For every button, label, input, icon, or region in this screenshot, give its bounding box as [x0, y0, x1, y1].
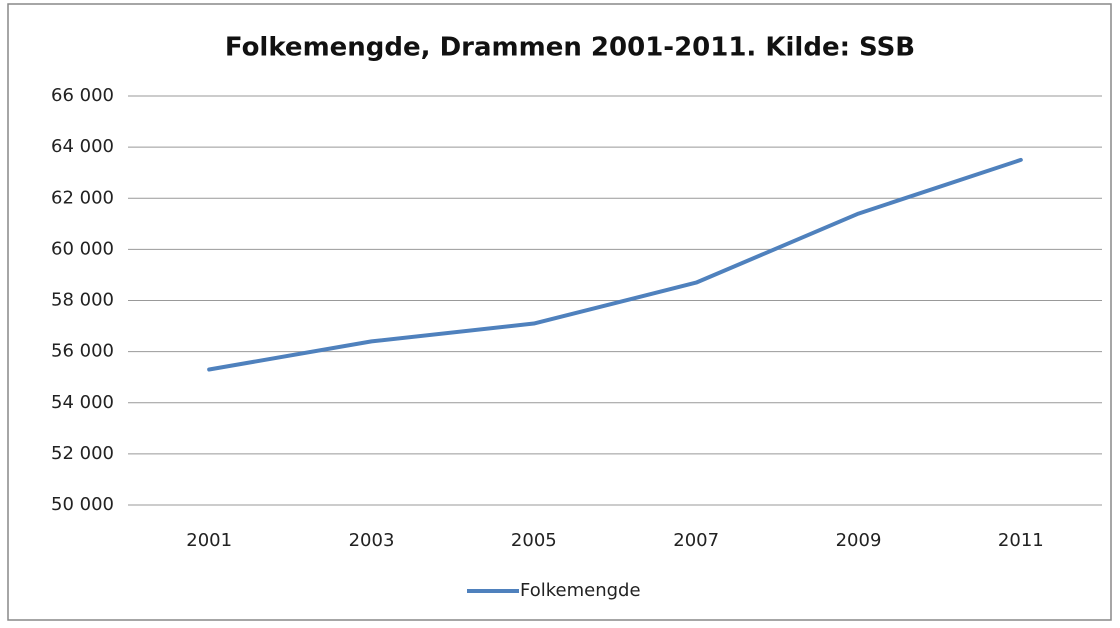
y-tick-label: 58 000	[51, 290, 114, 311]
legend-label: Folkemengde	[520, 580, 641, 601]
x-tick-label: 2011	[998, 530, 1044, 551]
y-tick-label: 62 000	[51, 187, 114, 208]
y-tick-label: 50 000	[51, 494, 114, 515]
y-tick-label: 56 000	[51, 341, 114, 362]
chart-frame	[7, 3, 1112, 621]
y-tick-label: 64 000	[51, 136, 114, 157]
y-tick-label: 54 000	[51, 392, 114, 413]
x-tick-label: 2003	[349, 530, 395, 551]
x-tick-label: 2001	[186, 530, 232, 551]
x-tick-label: 2009	[836, 530, 882, 551]
x-tick-label: 2007	[673, 530, 719, 551]
x-tick-label: 2005	[511, 530, 557, 551]
chart-title: Folkemengde, Drammen 2001-2011. Kilde: S…	[225, 33, 915, 63]
y-tick-label: 60 000	[51, 238, 114, 259]
line-series	[207, 157, 1023, 372]
y-tick-label: 66 000	[51, 85, 114, 106]
y-tick-label: 52 000	[51, 443, 114, 464]
